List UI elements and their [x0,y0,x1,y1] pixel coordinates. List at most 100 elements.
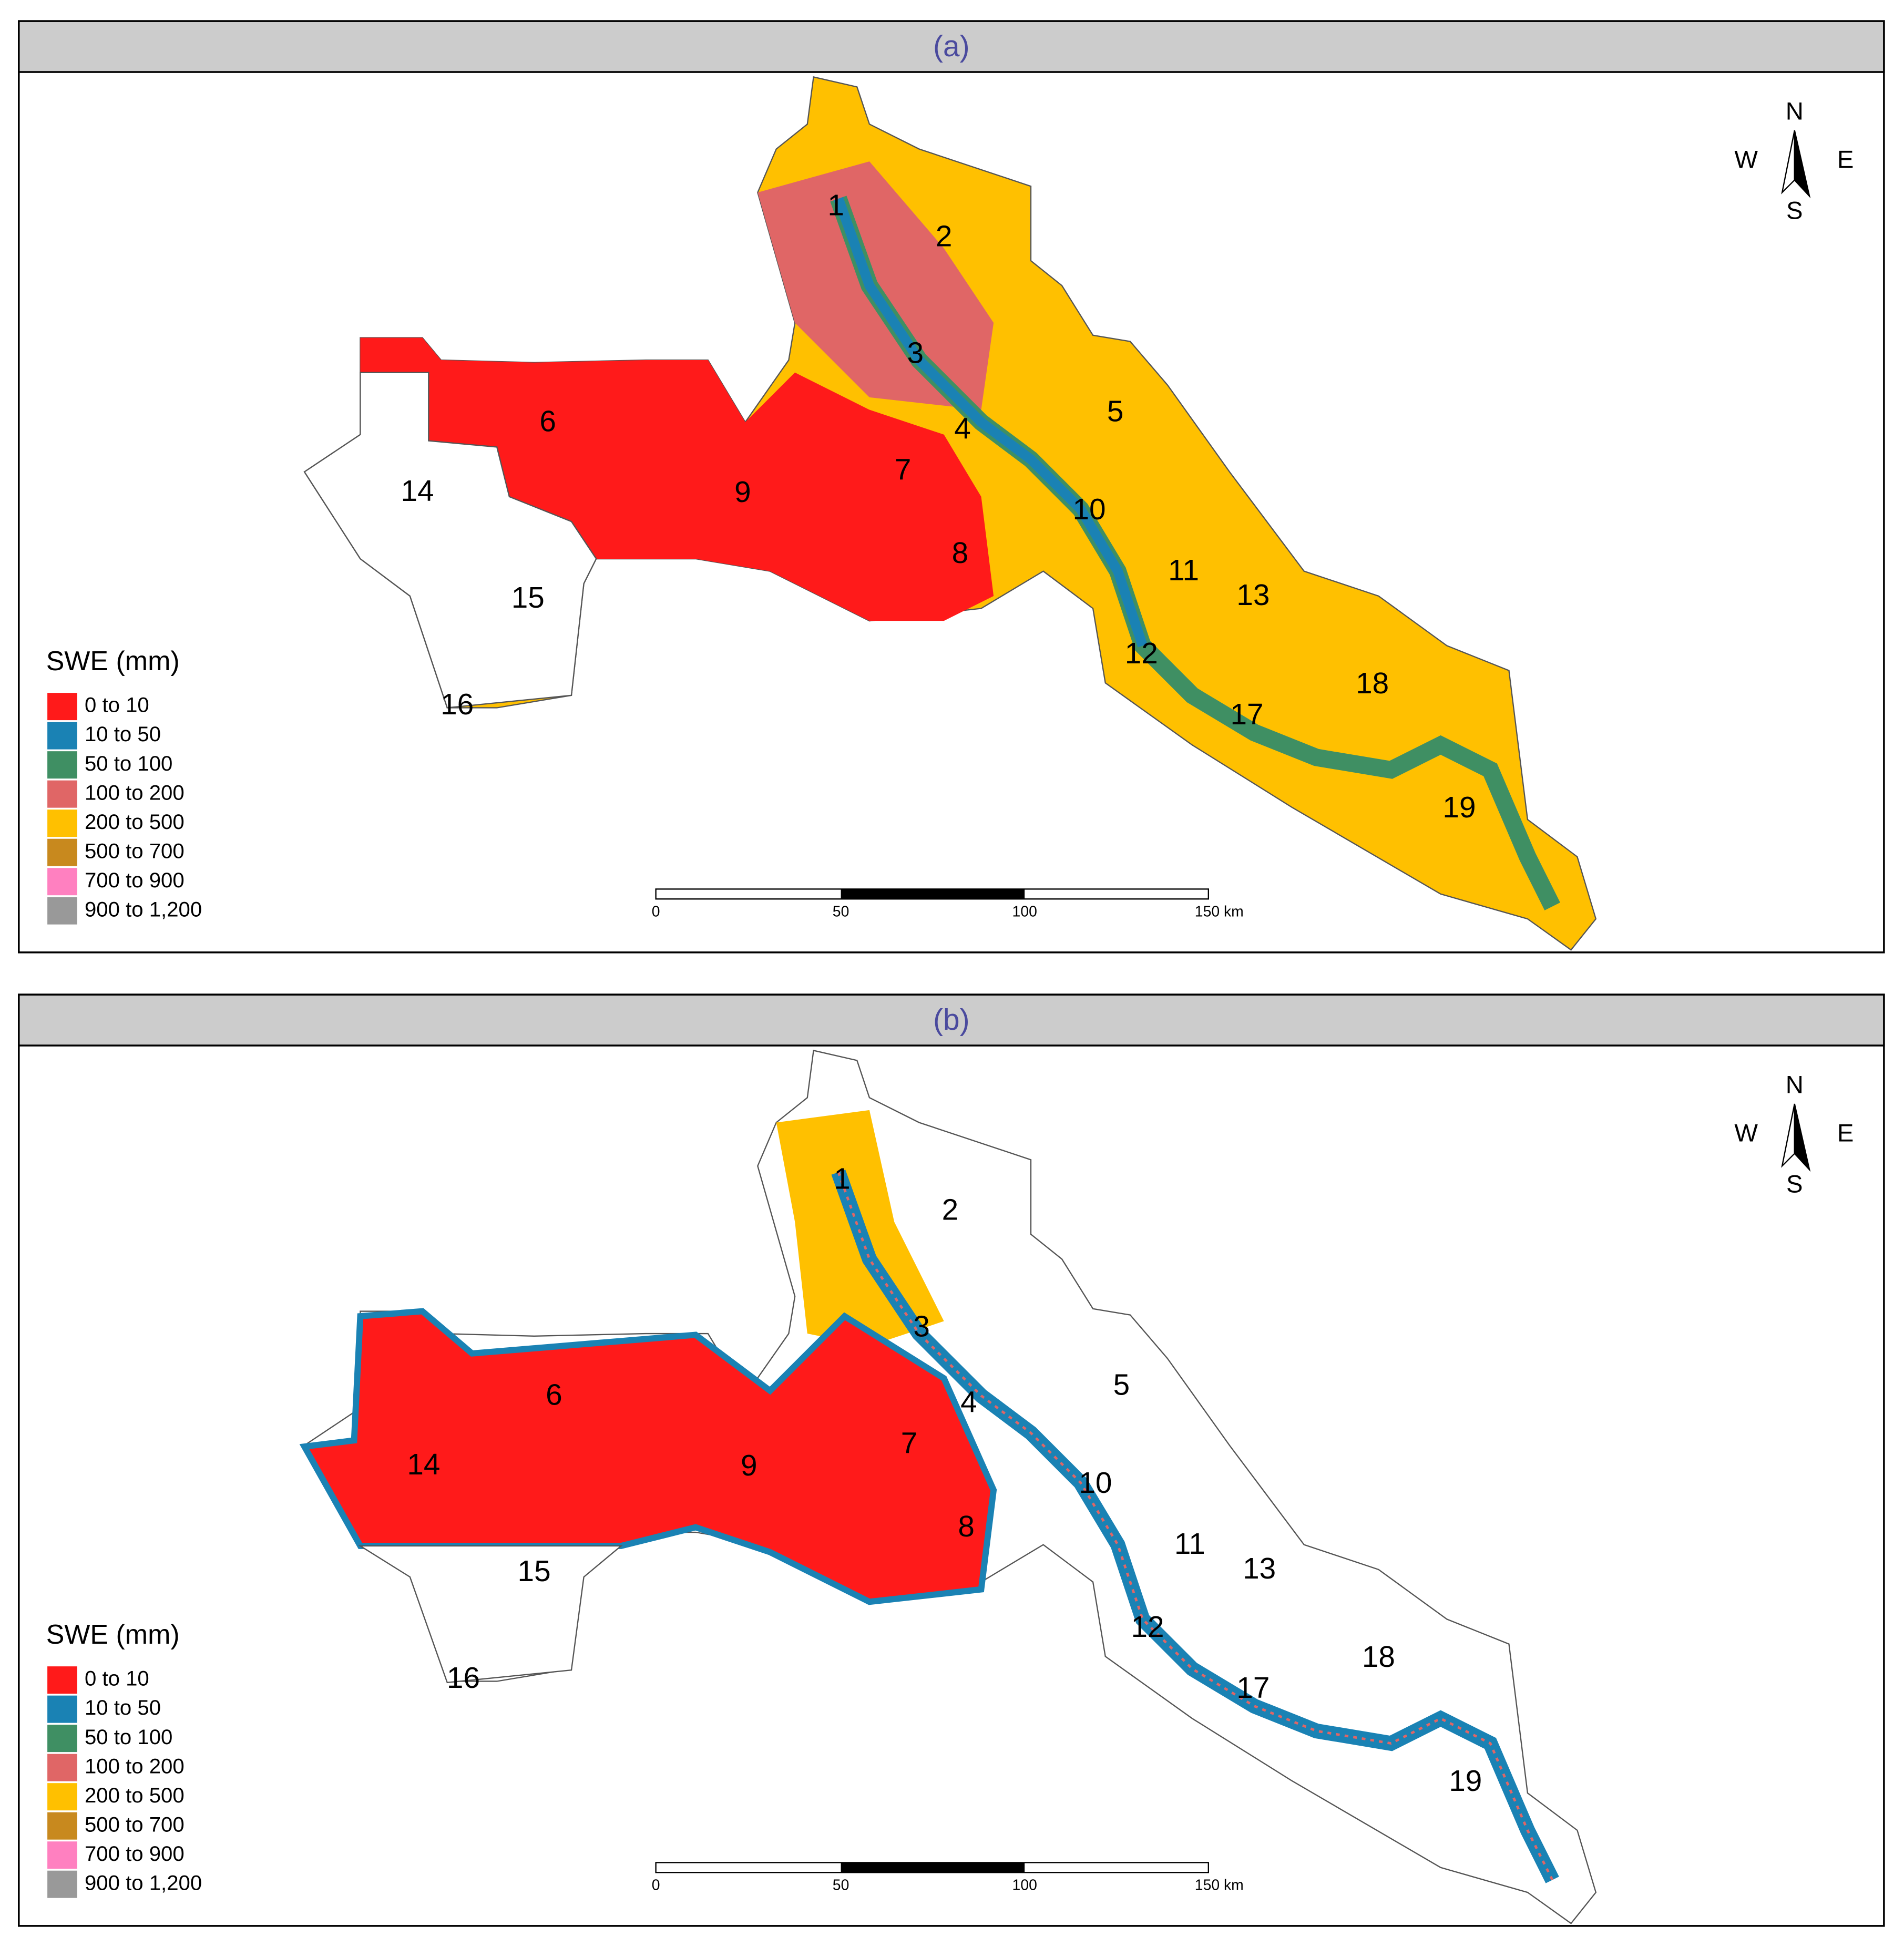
legend-swatch [47,1812,77,1840]
basin-label: 16 [441,688,474,721]
legend-swatch [47,809,77,837]
scale-label: 50 [833,904,849,920]
basin-label: 18 [1356,667,1389,700]
legend-swatch [47,693,77,721]
legend-label: 700 to 900 [85,1842,185,1866]
basin-label: 5 [1113,1369,1130,1402]
legend-label: 700 to 900 [85,868,185,892]
basin-label: 10 [1072,493,1105,526]
scale-label: 100 [1012,1877,1037,1894]
legend-title: SWE (mm) [46,1620,180,1650]
compass-label: S [1786,1170,1803,1198]
legend-swatch [47,722,77,750]
basin-label: 1 [827,189,844,222]
compass-arrow [1794,1103,1811,1172]
compass-label: E [1837,1120,1854,1147]
legend-swatch [47,1754,77,1781]
compass-arrow [1794,130,1811,199]
basin-label: 8 [958,1510,975,1543]
swe-zone [833,197,1148,648]
basin-label: 7 [895,454,912,487]
basin-label: 2 [936,220,953,253]
legend-label: 0 to 10 [85,693,149,717]
basin-label: 9 [734,476,751,509]
basin-label: 4 [960,1386,977,1419]
basin-label: 13 [1236,579,1270,612]
legend-swatch [47,1783,77,1811]
scale-label: 150 km [1195,1877,1244,1894]
swe-zone [299,1308,997,1605]
swe-zone [831,1170,1559,1883]
basin-label: 8 [952,537,969,570]
legend-label: 10 to 50 [85,722,161,746]
basin-area [303,372,597,709]
basin-label: 18 [1362,1641,1395,1674]
compass-label: S [1786,197,1803,224]
basin-label: 2 [942,1194,959,1227]
panel-title: (a) [933,30,969,63]
basin-label: 12 [1125,637,1158,670]
panel-header [18,993,1885,1047]
basin-label: 1 [834,1162,851,1195]
legend-label: 100 to 200 [85,1754,185,1778]
swe-zone [360,337,994,621]
basin-area [358,1545,623,1684]
legend-label: 50 to 100 [85,752,172,775]
legend-swatch [47,1841,77,1869]
legend-swatch [47,1870,77,1898]
scale-label: 150 km [1195,904,1244,920]
legend-label: 500 to 700 [85,839,185,863]
legend-label: 200 to 500 [85,810,185,834]
compass-label: W [1734,146,1758,174]
basin-label: 12 [1131,1611,1164,1644]
basin-label: 5 [1107,395,1124,428]
scale-label: 50 [833,1877,849,1894]
basin-label: 17 [1231,698,1264,731]
compass-label: N [1786,97,1804,125]
legend-title: SWE (mm) [46,646,180,677]
legend-label: 0 to 10 [85,1667,149,1690]
basin-label: 19 [1449,1765,1482,1798]
scale-label: 100 [1012,904,1037,920]
legend-label: 50 to 100 [85,1725,172,1749]
legend-swatch [47,897,77,925]
basin-label: 11 [1174,1528,1205,1561]
basin-label: 15 [518,1555,551,1588]
scale-bar [841,889,1025,899]
legend-label: 100 to 200 [85,781,185,804]
basin-label: 15 [511,581,545,614]
basin-label: 7 [901,1427,918,1460]
basin-label: 3 [913,1310,930,1344]
basin-label: 6 [539,405,556,438]
basin-label: 19 [1442,791,1476,824]
basin-label: 4 [954,413,971,446]
basin-label: 10 [1079,1467,1112,1500]
basin-label: 9 [741,1449,757,1482]
basin-label: 3 [907,337,924,370]
legend-swatch [47,1695,77,1723]
legend-swatch [47,1725,77,1753]
panel-header [18,20,1885,73]
compass-label: W [1734,1120,1758,1147]
legend-swatch [47,868,77,896]
basin-label: 13 [1243,1552,1276,1585]
basin-label: 16 [447,1662,480,1695]
compass-label: E [1837,146,1854,174]
scale-label: 0 [652,1877,660,1894]
scale-label: 0 [652,904,660,920]
basin-label: 14 [401,475,434,508]
legend-label: 10 to 50 [85,1696,161,1719]
legend-swatch [47,1666,77,1694]
legend-swatch [47,751,77,779]
basin-label: 17 [1236,1672,1270,1705]
scale-bar [841,1862,1025,1873]
legend-label: 500 to 700 [85,1812,185,1836]
legend-label: 200 to 500 [85,1784,185,1807]
basin-label: 11 [1168,554,1199,587]
legend-label: 900 to 1,200 [85,1871,202,1894]
basin-label: 6 [546,1378,562,1411]
panel-title: (b) [933,1003,969,1037]
